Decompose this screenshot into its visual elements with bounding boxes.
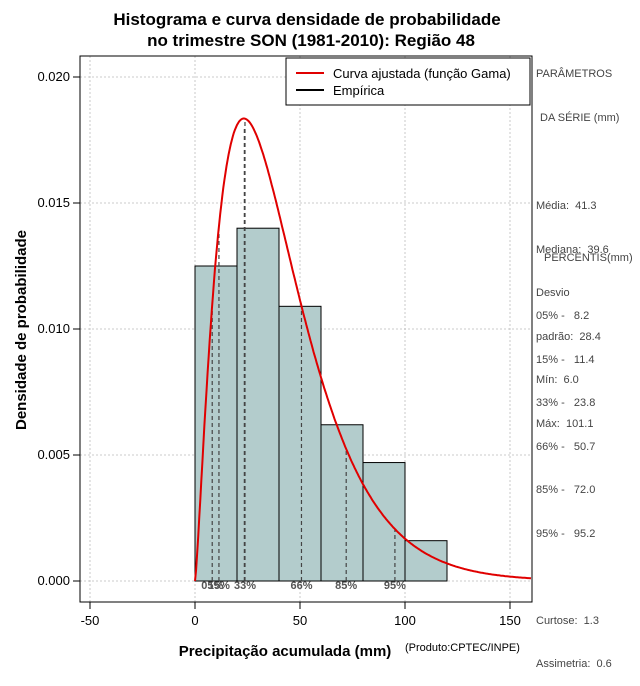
percentile-marker-lines xyxy=(211,118,396,581)
y-tick-label: 0.005 xyxy=(37,447,70,462)
percentile-labels: 05%15% 33% 66% 85% 95% xyxy=(201,580,406,592)
percentile-marker-label: 95% xyxy=(384,580,406,592)
percentile-marker-label: 05% xyxy=(201,580,223,592)
chart-title-line1: Histograma e curva densidade de probabil… xyxy=(113,10,500,29)
param-min: Mín: 6.0 xyxy=(536,374,579,386)
percentile-85: 85% - 72.0 xyxy=(536,484,596,496)
y-axis: 0.000 0.005 0.010 0.015 0.020 xyxy=(37,69,81,588)
y-tick-label: 0.010 xyxy=(37,321,70,336)
percentiles-panel: 05% - 8.2 15% - 11.4 33% - 23.8 66% - 50… xyxy=(536,280,612,686)
percentile-66: 66% - 50.7 xyxy=(536,440,596,453)
histogram-chart: Histograma e curva densidade de probabil… xyxy=(13,10,533,660)
percentile-33: 33% - 23.8 xyxy=(536,397,596,409)
param-median: Mediana: 39.6 xyxy=(536,243,609,256)
x-tick-label: 150 xyxy=(499,613,521,628)
histogram-bar xyxy=(194,265,238,582)
param-sd-value: padrão: 28.4 xyxy=(536,330,601,343)
percentile-15: 15% - 11.4 xyxy=(536,353,595,366)
percentile-95: 95% - 95.2 xyxy=(536,527,596,540)
param-mean: Média: 41.3 xyxy=(536,200,597,212)
percentile-marker-label: 66% xyxy=(290,580,312,592)
legend-box xyxy=(285,57,531,106)
series-params-heading-2: DA SÉRIE (mm) xyxy=(540,111,620,124)
percentiles-heading: PERCENTIS(mm) xyxy=(544,252,633,264)
legend-label-fit: Curva ajustada (função Gama) xyxy=(333,66,511,81)
histogram-bar xyxy=(278,305,322,582)
stat-skewness: Assimetria: 0.6 xyxy=(536,658,612,670)
x-tick-label: -50 xyxy=(81,613,100,628)
series-params-panel: PARÂMETROS DA SÉRIE (mm) Média: 41.3 Med… xyxy=(536,38,619,446)
x-tick-label: 100 xyxy=(394,613,416,628)
x-axis-label: Precipitação acumulada (mm) xyxy=(179,643,392,660)
series-params-heading-1: PARÂMETROS xyxy=(536,68,613,80)
y-axis-label: Densidade de probabilidade xyxy=(13,230,30,430)
y-tick-label: 0.020 xyxy=(37,69,70,84)
percentile-marker-label: 33% xyxy=(234,580,256,592)
histogram-bar xyxy=(320,424,364,582)
legend: Curva ajustada (função Gama) Empírica xyxy=(285,57,531,106)
gamma-fit-curve xyxy=(194,117,532,582)
percentile-05: 05% - 8.2 xyxy=(536,310,590,322)
percentile-marker-label: 15% xyxy=(208,580,230,592)
percentile-marker-label: 85% xyxy=(335,580,357,592)
y-tick-label: 0.015 xyxy=(37,195,70,210)
x-tick-label: 0 xyxy=(191,613,198,628)
x-axis: -50 0 50 100 150 xyxy=(81,601,521,628)
histogram-bars xyxy=(194,227,448,582)
param-sd-label: Desvio xyxy=(536,287,570,299)
param-max: Máx: 101.1 xyxy=(536,417,594,430)
stat-kurtosis: Curtose: 1.3 xyxy=(536,614,599,627)
chart-title-line2: no trimestre SON (1981-2010): Região 48 xyxy=(147,31,475,50)
histogram-bar xyxy=(362,462,406,582)
gamma-curve-layer xyxy=(194,117,532,582)
y-tick-label: 0.000 xyxy=(37,573,70,588)
histogram-bar xyxy=(236,227,280,582)
legend-label-empirical: Empírica xyxy=(333,83,385,98)
credit-label: (Produto:CPTEC/INPE) xyxy=(405,642,520,654)
x-tick-label: 50 xyxy=(293,613,307,628)
